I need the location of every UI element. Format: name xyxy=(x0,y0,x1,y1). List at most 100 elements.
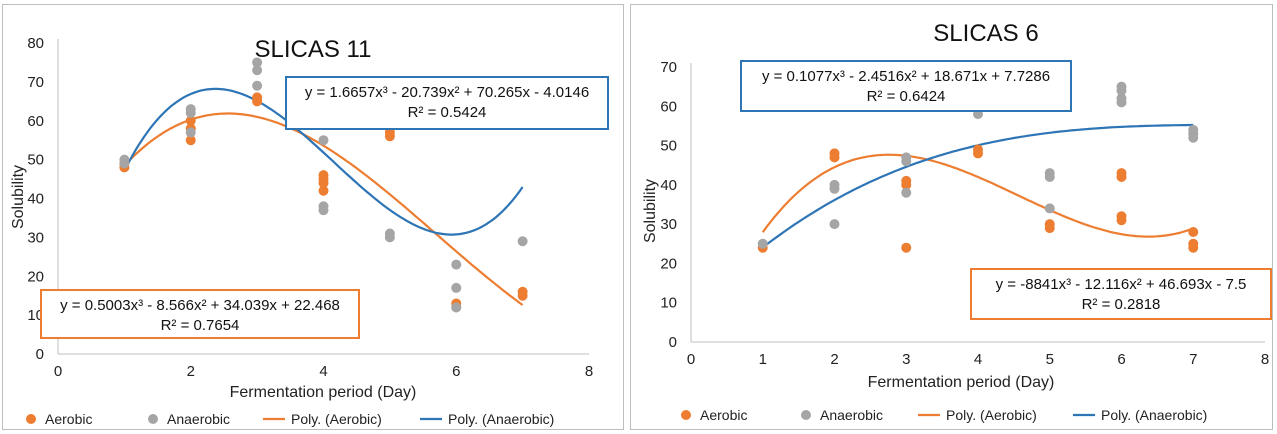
x-tick-label: 0 xyxy=(687,351,695,368)
data-point-anaerobic xyxy=(451,282,462,293)
y-tick-label: 70 xyxy=(27,74,44,91)
data-point-anaerobic xyxy=(252,80,263,91)
data-point-anaerobic xyxy=(1116,93,1127,104)
legend-label-poly-anaerobic: Poly. (Anaerobic) xyxy=(448,411,554,427)
legend-marker-aerobic xyxy=(26,414,36,424)
trendline-anaerobic xyxy=(762,123,1194,249)
y-tick-label: 60 xyxy=(660,98,677,115)
data-point-anaerobic xyxy=(1044,168,1055,179)
data-point-anaerobic xyxy=(1044,203,1055,214)
y-tick-label: 80 xyxy=(27,35,44,52)
data-point-aerobic xyxy=(185,135,196,146)
data-point-anaerobic xyxy=(318,135,329,146)
trendline-equation: y = 0.5003x³ - 8.566x² + 34.039x + 22.46… xyxy=(60,297,340,314)
legend-label-aerobic: Aerobic xyxy=(45,411,92,427)
x-tick-label: 3 xyxy=(902,351,910,368)
y-tick-label: 0 xyxy=(669,334,677,351)
trendline-equation: y = 0.1077x³ - 2.4516x² + 18.671x + 7.72… xyxy=(762,68,1050,85)
y-tick-label: 50 xyxy=(660,138,677,155)
equation-box xyxy=(40,289,360,339)
equation-box xyxy=(740,60,1072,112)
x-axis-title: Fermentation period (Day) xyxy=(868,374,1055,391)
data-point-aerobic xyxy=(973,144,983,155)
equation-box xyxy=(970,268,1272,320)
trendline-anaerobic xyxy=(123,87,524,236)
x-tick-label: 2 xyxy=(830,351,838,368)
x-tick-label: 6 xyxy=(1117,351,1125,368)
x-tick-label: 0 xyxy=(54,363,62,380)
data-point-aerobic xyxy=(1044,219,1055,230)
data-point-aerobic xyxy=(1188,227,1199,237)
legend-marker-anaerobic xyxy=(801,410,811,420)
y-tick-label: 20 xyxy=(660,255,677,272)
y-tick-label: 30 xyxy=(660,216,677,233)
chart-slicas-6: 0 1 2 3 4 5 6 7 8 0 10 20 30 40 50 60 70 SLICAS 6 Fermenta… xyxy=(642,20,1272,423)
legend-label-anaerobic: Anaerobic xyxy=(167,411,230,427)
y-tick-label: 30 xyxy=(27,229,44,246)
data-point-anaerobic xyxy=(185,127,196,138)
data-point-anaerobic xyxy=(1116,81,1127,92)
chart-title: SLICAS 11 xyxy=(255,36,372,63)
data-point-anaerobic xyxy=(829,219,840,230)
x-tick-label: 5 xyxy=(1046,351,1054,368)
y-tick-label: 0 xyxy=(36,346,44,363)
trendline-r-squared: R² = 0.7654 xyxy=(161,317,240,334)
data-point-anaerobic xyxy=(1188,124,1199,135)
equation-box xyxy=(285,76,609,130)
x-tick-label: 8 xyxy=(1261,351,1269,368)
trendline-equation: y = -8841x³ - 12.116x² + 46.693x - 7.5 xyxy=(996,276,1247,293)
legend-label-poly-anaerobic: Poly. (Anaerobic) xyxy=(1101,407,1207,423)
trendline-r-squared: R² = 0.5424 xyxy=(408,104,487,121)
data-point-aerobic xyxy=(901,242,912,253)
chart-title: SLICAS 6 xyxy=(933,20,1038,47)
y-tick-label: 10 xyxy=(660,295,677,312)
legend-label-anaerobic: Anaerobic xyxy=(820,407,883,423)
x-tick-label: 8 xyxy=(585,363,593,380)
y-tick-label: 40 xyxy=(660,177,677,194)
x-tick-label: 4 xyxy=(319,363,327,380)
data-point-aerobic xyxy=(1116,211,1127,222)
data-point-aerobic xyxy=(517,286,528,297)
legend-label-poly-aerobic: Poly. (Aerobic) xyxy=(291,411,382,427)
data-point-anaerobic xyxy=(901,187,912,198)
trendline-equation: y = 1.6657x³ - 20.739x² + 70.265x - 4.01… xyxy=(305,84,589,101)
y-tick-label: 50 xyxy=(27,152,44,169)
x-tick-label: 2 xyxy=(187,363,195,380)
data-point-anaerobic xyxy=(451,302,462,313)
y-axis-title: Solubility xyxy=(642,179,659,243)
y-tick-label: 10 xyxy=(27,307,44,324)
data-point-aerobic xyxy=(901,175,912,186)
x-tick-label: 6 xyxy=(452,363,460,380)
data-point-aerobic xyxy=(1116,168,1127,179)
trendline-aerobic xyxy=(761,153,1194,238)
chart-panel-slicas-6: 0 1 2 3 4 5 6 7 8 0 10 20 30 40 50 60 70 SLICAS 6 Fermenta… xyxy=(630,4,1273,430)
data-point-aerobic xyxy=(829,148,840,159)
x-tick-label: 7 xyxy=(1189,351,1197,368)
data-point-anaerobic xyxy=(384,228,395,239)
legend-label-aerobic: Aerobic xyxy=(700,407,747,423)
trendline-r-squared: R² = 0.2818 xyxy=(1082,296,1161,313)
data-point-anaerobic xyxy=(185,104,196,115)
data-point-aerobic xyxy=(318,185,329,196)
legend-label-poly-aerobic: Poly. (Aerobic) xyxy=(946,407,1037,423)
data-point-aerobic xyxy=(318,170,329,181)
y-tick-label: 60 xyxy=(27,113,44,130)
legend-marker-anaerobic xyxy=(148,414,158,424)
data-point-anaerobic xyxy=(119,154,130,165)
y-tick-label: 70 xyxy=(660,59,677,76)
y-tick-label: 40 xyxy=(27,191,44,208)
data-point-anaerobic xyxy=(252,65,263,76)
data-point-anaerobic xyxy=(829,179,840,190)
y-tick-label: 20 xyxy=(27,268,44,285)
x-tick-label: 4 xyxy=(974,351,982,368)
data-point-anaerobic xyxy=(901,152,912,163)
y-axis-title: Solubility xyxy=(10,165,27,229)
data-point-aerobic xyxy=(252,92,263,103)
x-tick-label: 1 xyxy=(759,351,767,368)
data-point-aerobic xyxy=(185,115,196,126)
legend-marker-aerobic xyxy=(681,410,691,420)
data-point-aerobic xyxy=(1188,238,1199,249)
data-point-anaerobic xyxy=(451,259,462,270)
chart-panel-slicas-11: 0 2 4 6 8 0 10 20 30 40 50 60 70 80 SLICAS 11 Fermentat… xyxy=(2,4,624,430)
